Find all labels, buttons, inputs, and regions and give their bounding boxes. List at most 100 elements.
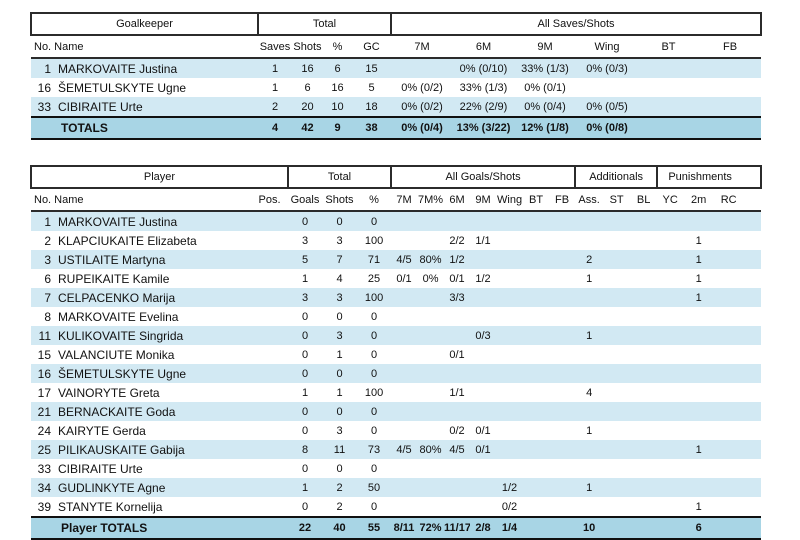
player-name-cell: 1 MARKOVAITE Justina — [31, 58, 258, 78]
col-header-rc: RC — [714, 188, 762, 212]
player-name-cell: 3 USTILAITE Martyna — [31, 250, 251, 269]
stat-cell — [603, 307, 630, 326]
player-name: RUPEIKAITE Kamile — [58, 271, 170, 286]
stat-cell — [638, 58, 699, 78]
stat-cell: 0% (0/2) — [401, 100, 443, 113]
stat-cell — [523, 307, 549, 326]
stat-cell: 5 — [368, 81, 375, 94]
stat-cell — [444, 364, 470, 383]
stat-cell — [470, 478, 496, 497]
stat-cell — [444, 402, 470, 421]
stat-cell: 16 — [331, 81, 344, 94]
stat-cell — [630, 307, 657, 326]
stat-cell — [496, 402, 523, 421]
stat-cell — [603, 497, 630, 517]
stat-cell — [496, 211, 523, 231]
stat-cell — [496, 440, 523, 459]
stat-cell — [714, 478, 761, 497]
stat-cell: 6 — [334, 62, 341, 75]
col-header-no-name: No. Name — [31, 188, 251, 212]
col-header-no-name: No. Name — [31, 35, 258, 59]
stat-cell: 100 — [364, 234, 384, 247]
stat-cell — [523, 231, 549, 250]
stat-cell — [575, 307, 603, 326]
table-row: 11 KULIKOVAITE Singrida 0 3 0 0/3 1 — [31, 326, 762, 345]
stat-cell: 0% (0/2) — [401, 81, 443, 94]
col-header-st: ST — [603, 188, 631, 212]
player-name: KULIKOVAITE Singrida — [58, 328, 184, 343]
table-row: 15 VALANCIUTE Monika 0 1 0 0/1 — [31, 345, 761, 364]
stat-cell — [638, 78, 699, 97]
stat-cell — [575, 211, 603, 231]
stat-cell: 0 — [301, 405, 309, 418]
stat-cell: 22% (2/9) — [459, 100, 508, 113]
stat-cell — [417, 288, 444, 307]
table-row: 17 VAINORYTE Greta 1 1 100 1/1 4 — [31, 383, 761, 402]
col-header-wing: Wing — [576, 35, 638, 59]
stat-cell — [714, 497, 761, 517]
stat-cell: 50 — [367, 481, 381, 494]
stat-cell: 0% (0/3) — [586, 62, 628, 75]
stat-cell: 0 — [370, 329, 378, 342]
stat-cell: 0% (0/4) — [524, 100, 566, 113]
goalkeeper-table: Goalkeeper Total All Saves/Shots No. Nam… — [30, 12, 763, 140]
stat-cell — [603, 421, 630, 440]
stat-cell — [417, 497, 444, 517]
stat-cell — [549, 288, 575, 307]
group-header-all-saves-shots: All Saves/Shots — [389, 12, 763, 36]
stat-cell: 0% (0/5) — [586, 100, 628, 113]
totals-stat-cell: 6 — [683, 516, 715, 540]
stat-cell — [251, 383, 288, 402]
stat-cell — [251, 288, 288, 307]
player-name: CIBIRAITE Urte — [58, 99, 143, 114]
table-row: 34 GUDLINKYTE Agne 1 2 50 1/2 1 — [31, 478, 762, 497]
stat-cell — [549, 459, 575, 478]
stat-cell: 0/2 — [449, 424, 465, 437]
stat-cell — [657, 345, 683, 364]
stat-cell: 33% (1/3) — [459, 81, 508, 94]
table-row: 33 CIBIRAITE Urte 0 0 0 — [31, 459, 761, 478]
stat-cell — [523, 364, 549, 383]
stat-cell — [523, 402, 549, 421]
stat-cell — [603, 383, 630, 402]
stat-cell: 1 — [271, 62, 279, 75]
stat-cell — [575, 345, 603, 364]
player-name-cell: 16 ŠEMETULSKYTE Ugne — [31, 364, 251, 383]
totals-row: Player TOTALS 22 40 55 8/11 72% 11/17 2/8 1/4 10 6 — [31, 516, 762, 540]
stat-cell — [391, 307, 417, 326]
stat-cell — [549, 383, 575, 402]
stat-cell: 20 — [301, 100, 314, 113]
col-header-6m: 6M — [453, 35, 514, 59]
totals-stat-cell: 10 — [575, 516, 604, 540]
player-number: 15 — [37, 347, 51, 362]
totals-row: TOTALS 4 42 9 38 0% (0/4) 13% (3/22) 12% (1/8) 0… — [31, 116, 762, 140]
stat-cell — [657, 421, 683, 440]
stat-cell — [638, 97, 699, 117]
player-name-cell: 2 KLAPCIUKAITE Elizabeta — [31, 231, 251, 250]
player-name-cell: 33 CIBIRAITE Urte — [31, 97, 258, 117]
table-row: 24 KAIRYTE Gerda 0 3 0 0/2 0/1 1 — [31, 421, 761, 440]
stat-cell — [549, 421, 575, 440]
stat-cell — [657, 211, 683, 231]
totals-label: TOTALS — [31, 116, 258, 140]
stat-cell: 2 — [586, 253, 593, 266]
player-name: CELPACENKO Marija — [58, 290, 176, 305]
stat-cell: 71 — [367, 253, 381, 266]
col-header-2m: 2m — [683, 188, 715, 212]
stat-cell — [391, 421, 417, 440]
player-number: 34 — [37, 480, 51, 495]
stat-cell: 0% (0/1) — [524, 81, 566, 94]
player-name: PILIKAUSKAITE Gabija — [58, 442, 185, 457]
stat-cell — [603, 478, 630, 497]
stat-cell: 1 — [586, 272, 593, 285]
stat-cell — [714, 440, 761, 459]
stat-cell — [496, 231, 523, 250]
stat-cell: 0 — [301, 348, 309, 361]
stat-cell — [699, 58, 761, 78]
stat-cell: 0 — [370, 367, 378, 380]
table-row: 16 ŠEMETULSKYTE Ugne 0 0 0 — [31, 364, 762, 383]
stat-cell — [683, 307, 714, 326]
totals-stat-cell: 2/8 — [470, 516, 497, 540]
totals-stat-cell: 0% (0/4) — [391, 116, 453, 140]
stat-cell — [417, 459, 444, 478]
